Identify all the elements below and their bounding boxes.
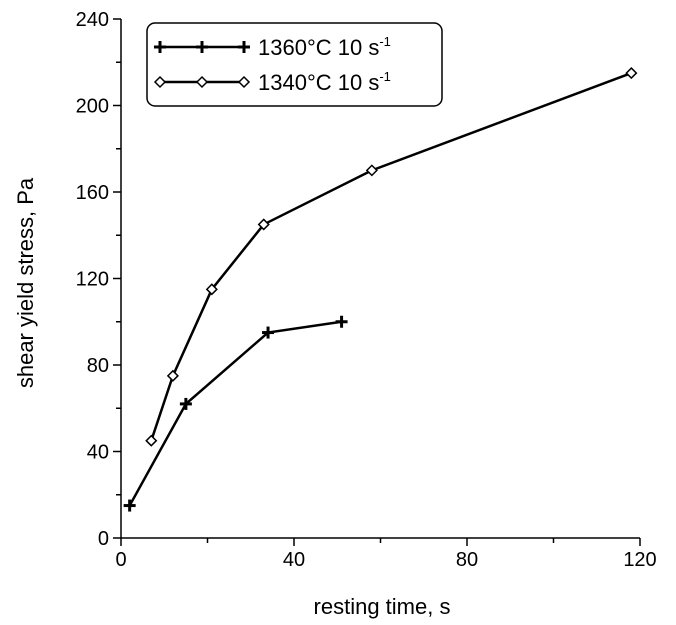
y-tick-label: 40 [87, 442, 109, 464]
y-tick-label: 240 [76, 9, 109, 31]
data-point [365, 164, 378, 177]
legend-item: 1360°C 10 s-1 [154, 34, 391, 60]
series-line [128, 320, 342, 507]
x-tick-label: 120 [623, 549, 656, 571]
legend-marker [153, 75, 167, 89]
legend-label: 1360°C 10 s-1 [258, 34, 391, 60]
data-point [625, 67, 638, 80]
y-axis-label: shear yield stress, Pa [13, 177, 38, 388]
data-point [335, 315, 348, 328]
y-tick-label: 160 [76, 182, 109, 204]
legend-marker [238, 41, 250, 53]
y-tick-label: 80 [87, 355, 109, 377]
data-point [166, 369, 179, 382]
series-layer [123, 67, 638, 512]
legend-box [146, 22, 443, 107]
axes: 0 40 80 120 160 200 240 0 40 80 120 [76, 9, 657, 571]
data-point [262, 326, 275, 339]
x-tick-label: 80 [456, 549, 478, 571]
data-point [179, 397, 192, 410]
series-2 [145, 67, 638, 447]
data-point [123, 499, 136, 512]
y-tick-label: 200 [76, 96, 109, 118]
legend-label: 1340°C 10 s-1 [258, 69, 391, 95]
data-point [257, 218, 270, 231]
legend-label-superscript: -1 [379, 69, 391, 84]
legend-marker [237, 75, 251, 89]
legend-marker [154, 41, 166, 53]
legend-label-superscript: -1 [379, 34, 391, 49]
legend: 1360°C 10 s-1 1340°C 10 s-1 [146, 22, 443, 107]
legend-item: 1340°C 10 s-1 [153, 69, 391, 95]
legend-marker [196, 41, 208, 53]
series-line [150, 71, 632, 442]
x-tick-label: 40 [283, 549, 305, 571]
y-tick-label: 120 [76, 269, 109, 291]
y-tick-label: 0 [98, 528, 109, 550]
data-point [205, 283, 218, 296]
x-axis-label: resting time, s [314, 594, 451, 619]
series-1 [123, 315, 348, 512]
legend-marker [195, 75, 209, 89]
x-tick-label: 0 [115, 549, 126, 571]
data-point [145, 434, 158, 447]
